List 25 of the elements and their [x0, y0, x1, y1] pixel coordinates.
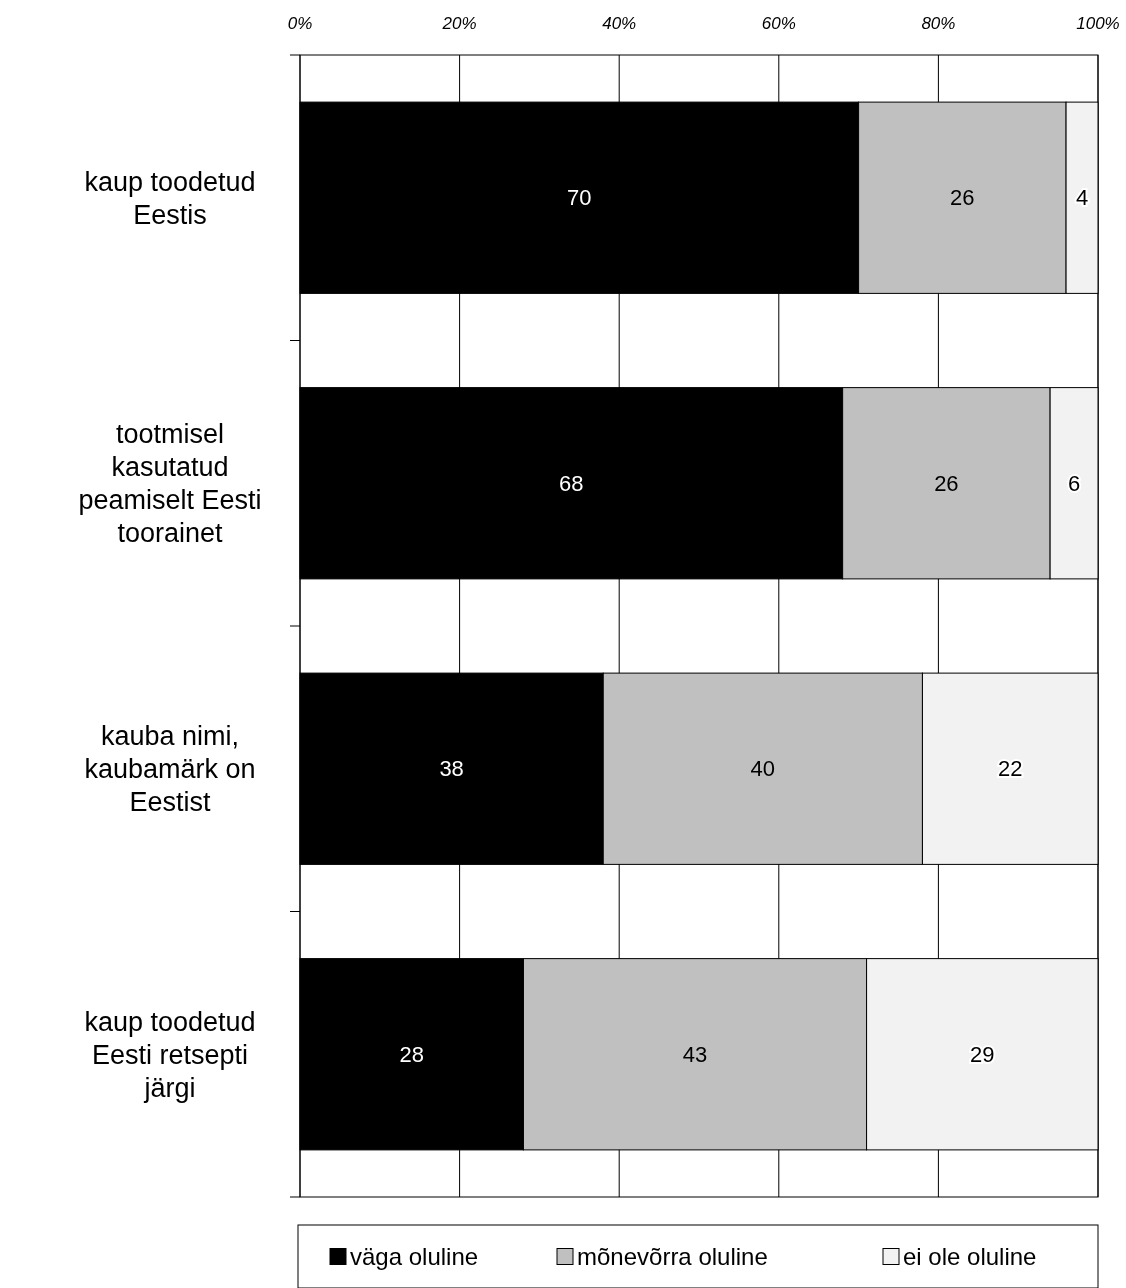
data-label: 29	[970, 1041, 995, 1067]
x-tick-label: 40%	[602, 14, 637, 33]
x-tick-label: 80%	[921, 14, 956, 33]
legend-label: ei ole oluline	[903, 1242, 1037, 1270]
y-tick-label: kauba nimi, kaubamärk on Eestist	[84, 721, 256, 818]
y-tick-label: kaup toodetud Eestis	[84, 166, 256, 230]
data-label: 26	[934, 470, 959, 496]
data-label: 28	[399, 1041, 424, 1067]
data-label: 43	[682, 1041, 708, 1067]
y-tick-label: kaup toodetud Eesti retsepti järgi	[84, 1006, 256, 1103]
data-label: 68	[559, 470, 584, 496]
data-label: 6	[1067, 470, 1081, 496]
data-label: 70	[567, 185, 592, 211]
data-label: 40	[750, 756, 776, 782]
y-tick-label: tootmisel kasutatud peamiselt Eesti toorainet	[78, 419, 262, 549]
data-label: 26	[950, 185, 975, 211]
x-tick-label: 20%	[441, 14, 477, 33]
x-tick-label: 100%	[1076, 14, 1120, 33]
legend-label: mõnevõrra oluline	[577, 1242, 768, 1270]
data-label: 38	[439, 756, 464, 782]
data-label: 4	[1075, 185, 1089, 211]
x-tick-label: 0%	[287, 14, 313, 33]
x-tick-label: 60%	[761, 14, 796, 33]
legend-label: väga oluline	[350, 1242, 479, 1270]
data-label: 22	[997, 756, 1023, 782]
